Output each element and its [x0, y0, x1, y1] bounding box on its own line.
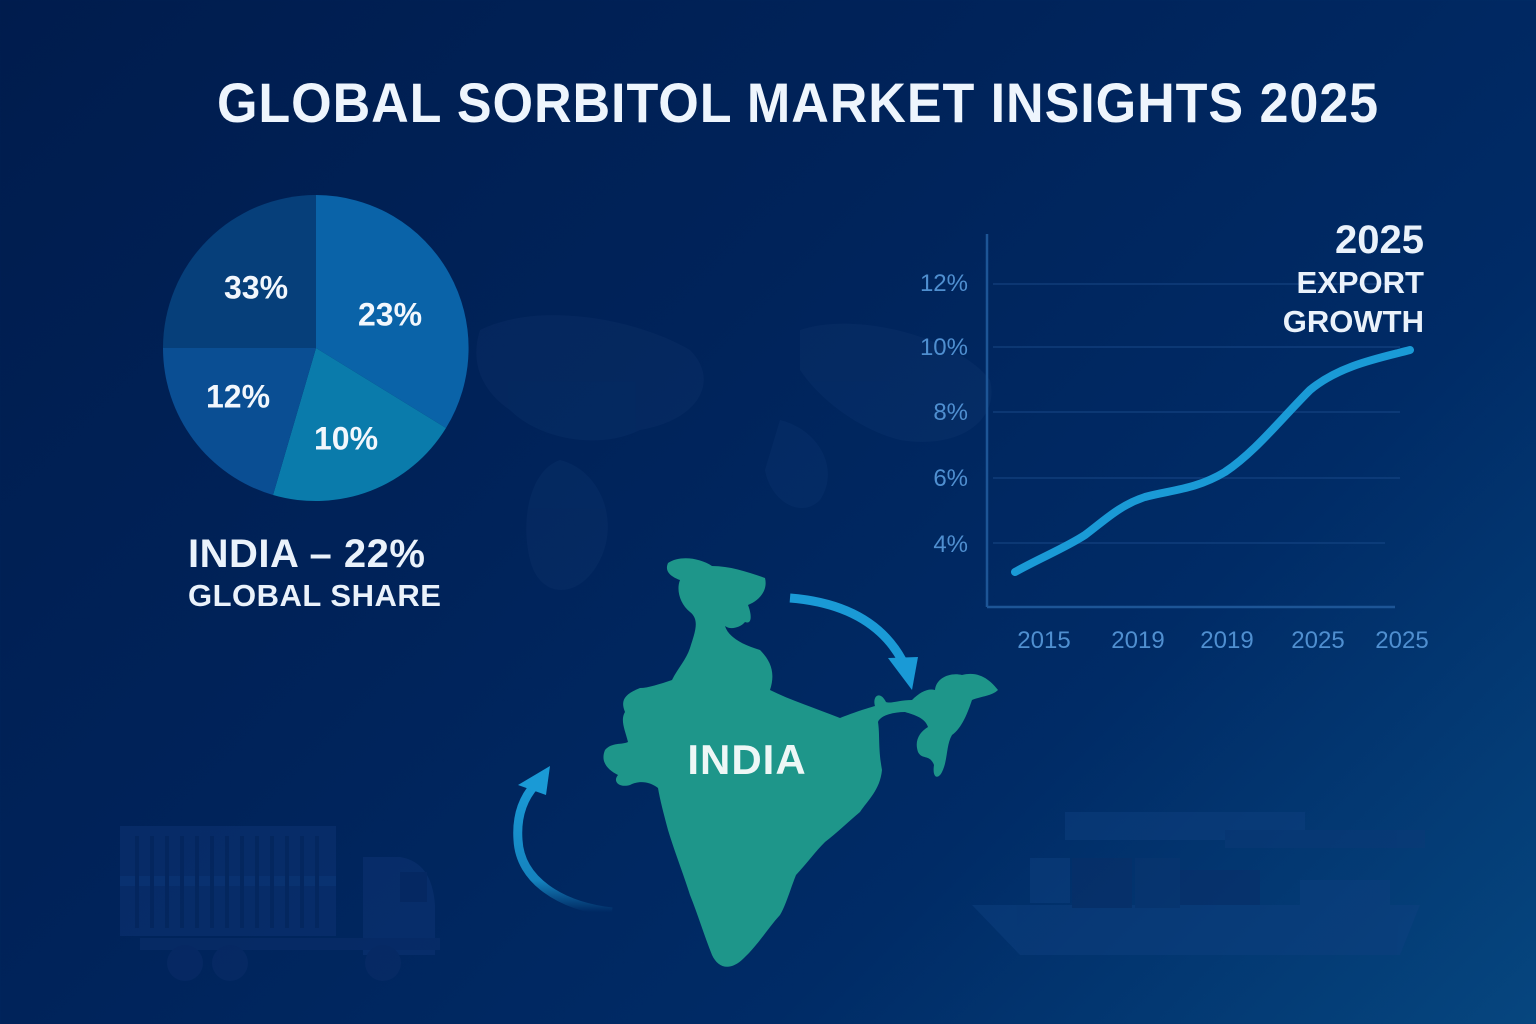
pie-label-12: 12%	[205, 378, 271, 415]
india-map-icon	[603, 558, 998, 967]
india-share-callout: INDIA – 22% GLOBAL SHARE	[188, 532, 448, 614]
india-share-headline: INDIA – 22%	[188, 532, 426, 576]
pie-slice-12	[162, 348, 316, 495]
export-growth-label-1: EXPORT	[1296, 265, 1424, 300]
y-tick-10: 10%	[919, 334, 968, 361]
india-map-label: INDIA	[687, 736, 807, 783]
page-title: GLOBAL SORBITOL MARKET INSIGHTS 2025	[216, 71, 1380, 134]
y-tick-6: 6%	[933, 465, 968, 492]
export-growth-year: 2025	[1335, 218, 1424, 262]
y-tick-8: 8%	[933, 399, 968, 426]
pie-label-10: 10%	[313, 420, 379, 457]
pie-slice-10	[273, 348, 446, 502]
x-tick-3: 2019	[1200, 627, 1254, 654]
x-tick-4: 2025	[1291, 627, 1345, 654]
x-tick-1: 2015	[1017, 627, 1071, 654]
pie-label-23: 23%	[357, 296, 423, 333]
x-tick-2: 2019	[1111, 627, 1165, 654]
chart-gridlines	[993, 283, 1400, 544]
export-growth-title: 2025 EXPORT GROWTH	[1283, 218, 1424, 340]
export-growth-line	[1011, 346, 1414, 576]
import-arrow-west-icon	[513, 766, 613, 917]
y-tick-4: 4%	[933, 531, 968, 558]
export-arrow-east-icon	[789, 593, 918, 690]
export-growth-label-2: GROWTH	[1282, 304, 1424, 339]
y-tick-12: 12%	[919, 270, 968, 297]
truck-icon	[120, 826, 440, 981]
pie-label-33: 33%	[223, 269, 289, 306]
x-tick-5: 2025	[1375, 627, 1429, 654]
chart-axes	[985, 234, 1395, 609]
pie-slice-33	[163, 195, 316, 348]
india-share-subline: GLOBAL SHARE	[188, 578, 442, 613]
pie-slice-23	[316, 195, 469, 428]
cargo-ship-icon	[972, 812, 1425, 955]
world-map-icon	[476, 315, 992, 590]
